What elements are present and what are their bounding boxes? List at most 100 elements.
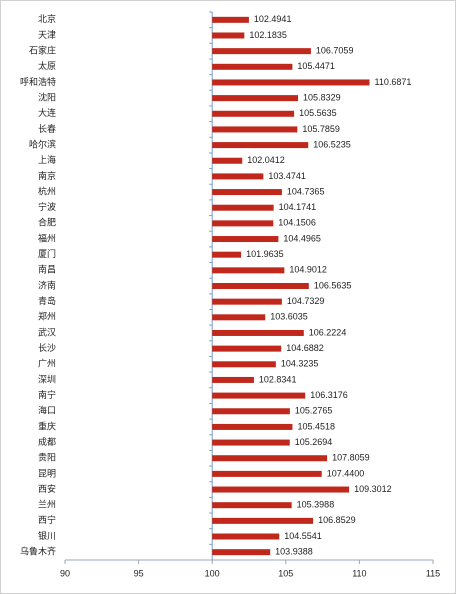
- value-label: 110.6871: [375, 77, 412, 87]
- bar: [212, 314, 266, 321]
- category-label: 福州: [38, 232, 56, 243]
- bar: [212, 204, 274, 211]
- bar: [212, 517, 314, 524]
- value-label: 104.7365: [287, 186, 325, 196]
- value-label: 105.7859: [302, 124, 340, 134]
- value-label: 105.4471: [297, 61, 335, 71]
- value-label: 105.3988: [297, 500, 335, 510]
- category-label: 武汉: [38, 326, 56, 337]
- bar: [212, 376, 254, 383]
- category-label: 合肥: [38, 217, 56, 228]
- bar: [212, 470, 322, 477]
- category-label: 太原: [38, 60, 56, 71]
- value-label: 104.1506: [278, 218, 316, 228]
- value-label: 106.3176: [310, 390, 348, 400]
- value-label: 102.0412: [247, 155, 285, 165]
- category-label: 呼和浩特: [20, 76, 56, 87]
- bar: [212, 63, 293, 70]
- value-label: 107.8059: [332, 453, 370, 463]
- value-label: 104.5541: [284, 531, 322, 541]
- bar: [212, 455, 328, 462]
- x-tick-label: 115: [426, 568, 440, 578]
- category-label: 长沙: [38, 342, 56, 353]
- value-label: 106.8529: [318, 515, 356, 525]
- category-label: 长春: [38, 123, 56, 134]
- value-label: 104.1741: [279, 202, 317, 212]
- bar: [212, 361, 276, 368]
- category-label: 哈尔滨: [29, 138, 56, 149]
- category-label: 兰州: [38, 499, 56, 510]
- category-label: 乌鲁木齐: [20, 546, 56, 557]
- bar: [212, 345, 282, 352]
- value-label: 104.6882: [286, 343, 324, 353]
- category-label: 重庆: [38, 420, 56, 431]
- category-label: 南京: [38, 170, 56, 181]
- value-label: 103.4741: [268, 171, 306, 181]
- bar: [212, 298, 282, 305]
- category-label: 南宁: [38, 389, 56, 400]
- value-label: 106.5235: [313, 139, 351, 149]
- category-label: 海口: [38, 405, 56, 416]
- value-label: 104.7329: [287, 296, 325, 306]
- category-label: 成都: [38, 436, 56, 447]
- bar: [212, 423, 293, 430]
- value-label: 103.6035: [270, 312, 308, 322]
- bar: [212, 32, 245, 39]
- category-label: 深圳: [38, 374, 56, 384]
- category-label: 广州: [38, 358, 56, 369]
- category-label: 银川: [38, 530, 56, 541]
- value-label: 107.4400: [327, 468, 365, 478]
- bar: [212, 486, 350, 493]
- category-label: 西宁: [38, 514, 56, 525]
- value-label: 106.5635: [314, 280, 352, 290]
- bar: [212, 95, 299, 102]
- category-label: 天津: [38, 30, 56, 40]
- bar: [212, 392, 306, 399]
- value-label: 105.2765: [295, 406, 333, 416]
- category-label: 昆明: [38, 468, 56, 478]
- bar: [212, 502, 292, 509]
- category-label: 郑州: [38, 311, 56, 322]
- category-label: 南昌: [38, 264, 56, 275]
- bar: [212, 16, 249, 23]
- category-label: 北京: [38, 13, 56, 24]
- value-label: 106.2224: [309, 327, 347, 337]
- category-label: 杭州: [38, 185, 56, 196]
- x-tick-label: 100: [205, 568, 220, 578]
- bar: [212, 329, 304, 336]
- category-label: 西安: [38, 483, 56, 494]
- value-label: 105.4518: [297, 421, 335, 431]
- bar: [212, 408, 290, 415]
- category-label: 青岛: [38, 295, 56, 306]
- bar: [212, 48, 311, 55]
- value-label: 105.5635: [299, 108, 337, 118]
- category-label: 宁波: [38, 201, 56, 212]
- category-label: 大连: [38, 107, 56, 118]
- value-label: 101.9635: [246, 249, 284, 259]
- value-label: 102.8341: [259, 374, 297, 384]
- bar: [212, 220, 274, 227]
- bar: [212, 533, 280, 540]
- value-label: 104.4965: [283, 233, 321, 243]
- bar: [212, 236, 279, 243]
- x-tick-label: 105: [278, 568, 293, 578]
- value-label: 102.4941: [254, 14, 292, 24]
- value-label: 106.7059: [316, 46, 354, 56]
- category-label: 石家庄: [29, 45, 56, 56]
- bar: [212, 439, 290, 446]
- bar: [212, 189, 282, 196]
- value-label: 102.1835: [249, 30, 287, 40]
- bar: [212, 142, 309, 149]
- bar: [212, 549, 271, 556]
- bar: [212, 283, 309, 289]
- category-label: 贵阳: [38, 452, 56, 463]
- x-tick-label: 110: [352, 568, 366, 578]
- x-tick-label: 90: [60, 568, 70, 578]
- value-label: 105.2694: [295, 437, 333, 447]
- x-tick-label: 95: [134, 568, 144, 578]
- bar: [212, 110, 295, 117]
- category-label: 济南: [38, 279, 56, 290]
- value-label: 105.8329: [303, 92, 341, 102]
- category-label: 厦门: [38, 248, 56, 259]
